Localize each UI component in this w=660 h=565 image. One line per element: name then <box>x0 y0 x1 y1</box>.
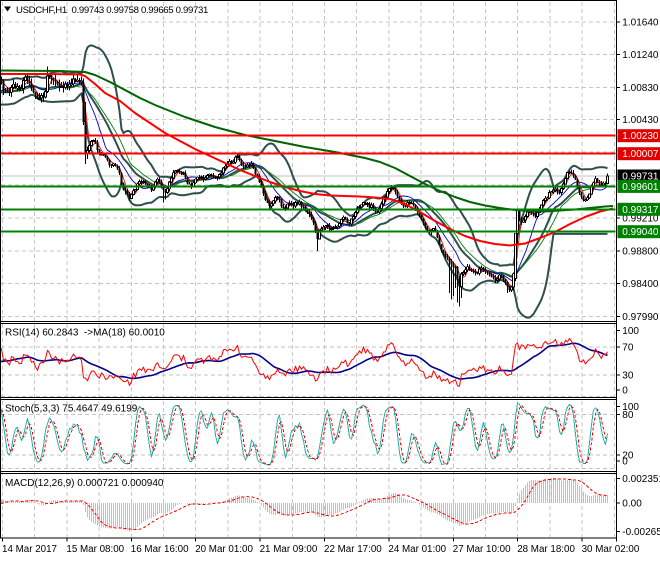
svg-text:0.99040: 0.99040 <box>622 227 659 238</box>
svg-text:24 Mar 01:00: 24 Mar 01:00 <box>388 544 446 555</box>
svg-text:100: 100 <box>622 326 639 337</box>
svg-text:1.00830: 1.00830 <box>622 83 659 94</box>
svg-text:1.00007: 1.00007 <box>622 149 659 160</box>
svg-text:22 Mar 17:00: 22 Mar 17:00 <box>324 544 382 555</box>
svg-text:0: 0 <box>622 386 628 397</box>
svg-text:RSI(14) 60.2843 ->MA(18) 60.0: RSI(14) 60.2843 ->MA(18) 60.0010 <box>5 328 165 339</box>
svg-text:80: 80 <box>622 410 634 421</box>
svg-text:0.98800: 0.98800 <box>622 247 659 258</box>
svg-text:15 Mar 08:00: 15 Mar 08:00 <box>66 544 124 555</box>
svg-text:0.98400: 0.98400 <box>622 279 659 290</box>
svg-text:28 Mar 18:00: 28 Mar 18:00 <box>517 544 575 555</box>
svg-text:20 Mar 01:00: 20 Mar 01:00 <box>195 544 253 555</box>
svg-text:0.97990: 0.97990 <box>622 312 659 323</box>
svg-text:-0.002656: -0.002656 <box>622 527 660 538</box>
svg-text:Stoch(5,3,3) 75.4647 49.6199: Stoch(5,3,3) 75.4647 49.6199 <box>5 404 138 415</box>
svg-text:30 Mar 02:00: 30 Mar 02:00 <box>582 544 640 555</box>
svg-text:27 Mar 10:00: 27 Mar 10:00 <box>453 544 511 555</box>
svg-text:30: 30 <box>622 371 634 382</box>
svg-text:USDCHF,H1 0.99743 0.99758 0.9: USDCHF,H1 0.99743 0.99758 0.99665 0.9973… <box>16 5 208 16</box>
svg-text:0.002351: 0.002351 <box>622 474 660 485</box>
svg-text:0.00: 0.00 <box>622 499 642 510</box>
svg-text:0.99317: 0.99317 <box>622 205 659 216</box>
svg-text:1.00230: 1.00230 <box>622 131 659 142</box>
svg-text:16 Mar 16:00: 16 Mar 16:00 <box>131 544 189 555</box>
svg-text:21 Mar 09:00: 21 Mar 09:00 <box>260 544 318 555</box>
svg-text:1.01640: 1.01640 <box>622 18 659 29</box>
svg-text:0.99601: 0.99601 <box>622 182 659 193</box>
svg-text:70: 70 <box>622 343 634 354</box>
svg-text:14 Mar 2017: 14 Mar 2017 <box>2 544 57 555</box>
svg-text:1.00430: 1.00430 <box>622 115 659 126</box>
svg-text:0: 0 <box>622 457 628 468</box>
svg-text:MACD(12,26,9) 0.000721 0.00094: MACD(12,26,9) 0.000721 0.000940 <box>5 478 164 489</box>
svg-text:1.01240: 1.01240 <box>622 50 659 61</box>
